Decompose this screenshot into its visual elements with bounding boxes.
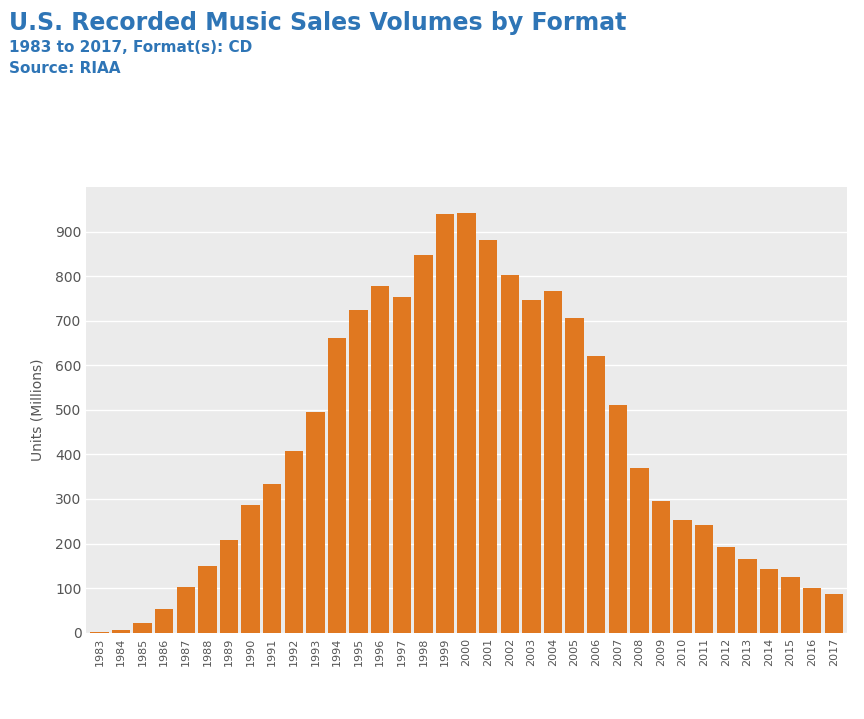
Text: 1983 to 2017, Format(s): CD: 1983 to 2017, Format(s): CD — [9, 40, 252, 55]
Bar — [219, 541, 238, 633]
Bar — [803, 588, 822, 633]
Bar — [824, 594, 843, 633]
Bar — [198, 566, 217, 633]
Bar — [500, 275, 519, 633]
Bar — [176, 587, 195, 633]
Bar — [608, 405, 627, 633]
Bar — [327, 337, 346, 633]
Bar — [349, 311, 368, 633]
Bar — [435, 214, 454, 633]
Bar — [522, 301, 541, 633]
Bar — [543, 290, 562, 633]
Bar — [759, 569, 778, 633]
Text: U.S. Recorded Music Sales Volumes by Format: U.S. Recorded Music Sales Volumes by For… — [9, 11, 626, 35]
Bar — [738, 559, 757, 633]
Bar — [263, 484, 282, 633]
Bar — [630, 469, 649, 633]
Bar — [673, 520, 692, 633]
Bar — [565, 319, 584, 633]
Bar — [133, 623, 152, 633]
Bar — [414, 255, 433, 633]
Bar — [155, 609, 174, 633]
Bar — [781, 577, 800, 633]
Bar — [111, 630, 130, 633]
Bar — [241, 505, 260, 633]
Bar — [651, 500, 670, 633]
Bar — [284, 451, 303, 633]
Y-axis label: Units (Millions): Units (Millions) — [30, 359, 44, 461]
Bar — [371, 285, 390, 633]
Bar — [457, 213, 476, 633]
Bar — [306, 412, 325, 633]
Bar — [587, 357, 606, 633]
Bar — [695, 526, 714, 633]
Bar — [392, 297, 411, 633]
Text: Source: RIAA: Source: RIAA — [9, 61, 120, 76]
Bar — [479, 239, 498, 633]
Bar — [716, 546, 735, 633]
